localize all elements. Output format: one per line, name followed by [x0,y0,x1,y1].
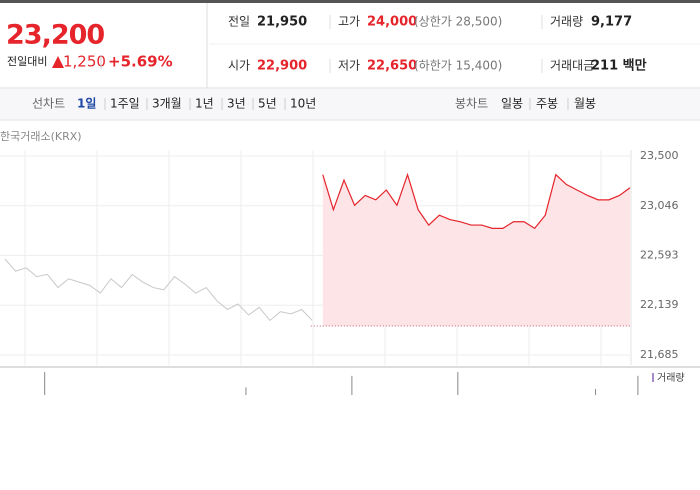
up-icon [52,56,64,68]
stat-value: 22,650 [367,59,417,74]
tab[interactable]: 월봉 [574,97,596,111]
tab[interactable]: 1년 [195,97,214,111]
stat-value: 22,900 [257,59,307,74]
stat-value: 24,000 [367,15,417,30]
change-label: 전일대비 [7,54,47,68]
area-fill [322,174,630,326]
volume-bar [637,375,639,395]
stat-label: 전일 [228,15,250,29]
stat-label: 저가 [338,59,360,73]
y-tick-label: 23,500 [640,149,679,162]
volume-bar [351,375,353,395]
legend-swatch [652,373,654,382]
y-tick-label: 22,593 [640,248,679,261]
stat-label: 거래대금 [550,59,594,73]
stat-label: 고가 [338,15,360,29]
top-border [0,0,700,3]
volume-bar [245,387,247,395]
y-tick-label: 22,139 [640,298,679,311]
stat-value: 21,950 [257,15,307,30]
volume-bar [457,372,459,395]
y-tick-label: 23,046 [640,199,679,212]
price-line [322,172,631,230]
tab[interactable]: 1주일 [110,97,140,111]
tab[interactable]: 10년 [290,97,316,111]
tab[interactable]: 5년 [258,97,277,111]
tab-group-label: 봉차트 [455,97,488,111]
stat-label: 시가 [228,59,250,73]
tab[interactable]: 주봉 [536,97,558,111]
tab-group-label: 선차트 [32,97,65,111]
stat-value: 9,177 [591,15,632,30]
price: 23,200 [6,20,104,51]
stat-note: (상한가 28,500) [414,15,502,29]
price-line [4,258,313,322]
volume-bar [595,388,597,395]
tab[interactable]: 3년 [227,97,246,111]
stat-value: 211 백만 [591,58,647,74]
stat-note: (하한가 15,400) [414,59,502,73]
tab[interactable]: 일봉 [501,97,523,111]
y-tick-label: 21,685 [640,348,679,361]
change: 1,250 [63,53,106,71]
change-pct: +5.69% [108,53,173,71]
tab-bar [0,89,700,120]
stat-label: 거래량 [550,15,583,29]
source: 한국거래소(KRX) [0,130,82,143]
tab[interactable]: 1일 [77,97,96,111]
legend-label: 거래량 [657,372,685,384]
tab[interactable]: 3개월 [152,97,182,111]
volume-bar [44,372,46,395]
